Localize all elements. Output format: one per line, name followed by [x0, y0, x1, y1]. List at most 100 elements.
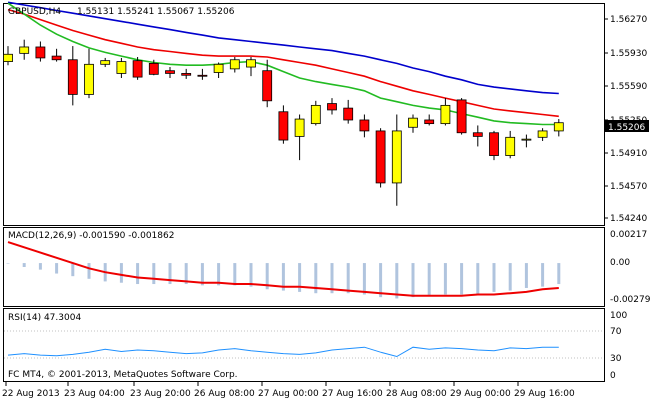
time-tick-label: 29 Aug 00:00 [450, 389, 511, 399]
rsi-line [7, 346, 559, 358]
macd-histogram-bar [152, 263, 156, 285]
macd-histogram-bar [6, 263, 10, 264]
candle-body [67, 59, 78, 95]
rsi-panel[interactable] [3, 308, 605, 382]
candle-body [148, 63, 159, 75]
macd-tick-label: 0.00 [610, 258, 630, 268]
macd-histogram-bar [541, 263, 545, 287]
candle-body [132, 60, 143, 78]
candle-body [505, 136, 516, 156]
macd-histogram-bar [524, 263, 528, 288]
candle-body [424, 119, 435, 125]
macd-histogram-bar [362, 263, 366, 295]
macd-histogram-bar [38, 263, 42, 270]
candle-body [165, 70, 175, 74]
macd-histogram-bar [233, 263, 237, 286]
macd-histogram-bar [136, 263, 140, 285]
candle-body [327, 103, 337, 111]
time-tick-label: 27 Aug 00:00 [258, 389, 319, 399]
macd-histogram-bar [476, 263, 480, 295]
macd-histogram-bar [314, 263, 318, 294]
macd-histogram-bar [330, 263, 334, 294]
macd-histogram-bar [298, 263, 302, 292]
macd-histogram-bar [168, 263, 172, 285]
candle-body [440, 104, 451, 125]
time-tick-label: 26 Aug 08:00 [194, 389, 255, 399]
macd-histogram-bar [87, 263, 91, 279]
candle-body [229, 59, 240, 70]
axis-labels: 1.562701.559301.555901.552501.549101.545… [2, 15, 650, 399]
rsi-title: RSI(14) 47.3004 [8, 313, 81, 323]
time-tick-label: 22 Aug 2013 [2, 389, 60, 399]
macd-tick-label: 0.00217 [610, 230, 647, 240]
price-tick-label: 1.55590 [610, 82, 647, 92]
macd-histogram-bar [427, 263, 431, 296]
current-price-box [605, 120, 649, 132]
ohlc-readout: 1.55131 1.55241 1.55067 1.55206 [77, 7, 235, 17]
macd-histogram-bar [557, 263, 561, 285]
time-tick-label: 23 Aug 20:00 [130, 389, 191, 399]
rsi-tick-label: 70 [610, 327, 622, 337]
macd-histogram-bar [184, 263, 188, 285]
main-price-panel[interactable] [3, 3, 605, 226]
candle-body [84, 63, 94, 95]
macd-histogram-bar [443, 263, 447, 295]
candle-body [456, 99, 467, 134]
price-tick-label: 1.56270 [610, 15, 647, 25]
symbol-timeframe-label: GBPUSD,H4 [8, 7, 61, 17]
candle-body [35, 46, 46, 59]
candle-body [197, 74, 208, 77]
copyright-label: FC MT4, © 2001-2013, MetaQuotes Software… [8, 370, 238, 380]
time-tick-label: 23 Aug 04:00 [64, 389, 125, 399]
price-tick-label: 1.54240 [610, 214, 647, 224]
moving-averages [7, 1, 559, 126]
candle-body [472, 132, 483, 137]
candle-body [3, 53, 13, 62]
rsi-tick-label: 0 [610, 371, 616, 381]
candle-body [343, 107, 354, 121]
macd-histogram-bar [395, 263, 399, 299]
candle-body [294, 118, 305, 137]
rsi-series [7, 346, 559, 358]
ma-mid-line [7, 8, 559, 118]
rsi-tick-label: 100 [610, 311, 627, 321]
macd-histogram-bar [508, 263, 512, 291]
candle-body [19, 46, 30, 54]
macd-histogram-bar [281, 263, 285, 291]
macd-histogram-bar [71, 263, 75, 277]
current-price-label: 1.55206 [608, 123, 645, 133]
candle-body [553, 122, 564, 132]
candle-body [51, 55, 62, 61]
price-tick-label: 1.54570 [610, 182, 647, 192]
ma-fast-line [7, 2, 559, 126]
macd-histogram-bar [346, 263, 350, 294]
ma-slow-line [7, 1, 559, 95]
candle-body [359, 119, 370, 132]
price-tick-label: 1.54910 [610, 149, 647, 159]
candle-body [489, 132, 499, 156]
macd-title: MACD(12,26,9) -0.001590 -0.001862 [8, 231, 174, 241]
candle-body [262, 70, 273, 102]
candle-body [375, 130, 386, 184]
candle-body [116, 61, 127, 74]
candle-body [310, 104, 321, 125]
macd-histogram-bar [379, 263, 383, 298]
macd-histogram-bar [22, 263, 26, 267]
macd-histogram-bar [119, 263, 123, 283]
macd-series [6, 241, 561, 299]
macd-histogram-bar [200, 263, 204, 286]
candle-body [521, 138, 532, 141]
rsi-tick-label: 30 [610, 354, 622, 364]
time-tick-label: 28 Aug 08:00 [386, 389, 447, 399]
macd-histogram-bar [265, 263, 269, 290]
candlesticks [3, 39, 564, 206]
macd-histogram-bar [249, 263, 253, 287]
candle-body [213, 63, 224, 73]
macd-signal-line [7, 241, 559, 297]
price-tick-label: 1.55930 [610, 49, 647, 59]
time-tick-label: 27 Aug 16:00 [322, 389, 383, 399]
candle-body [181, 73, 192, 76]
candle-body [246, 59, 256, 68]
macd-histogram-bar [411, 263, 415, 298]
